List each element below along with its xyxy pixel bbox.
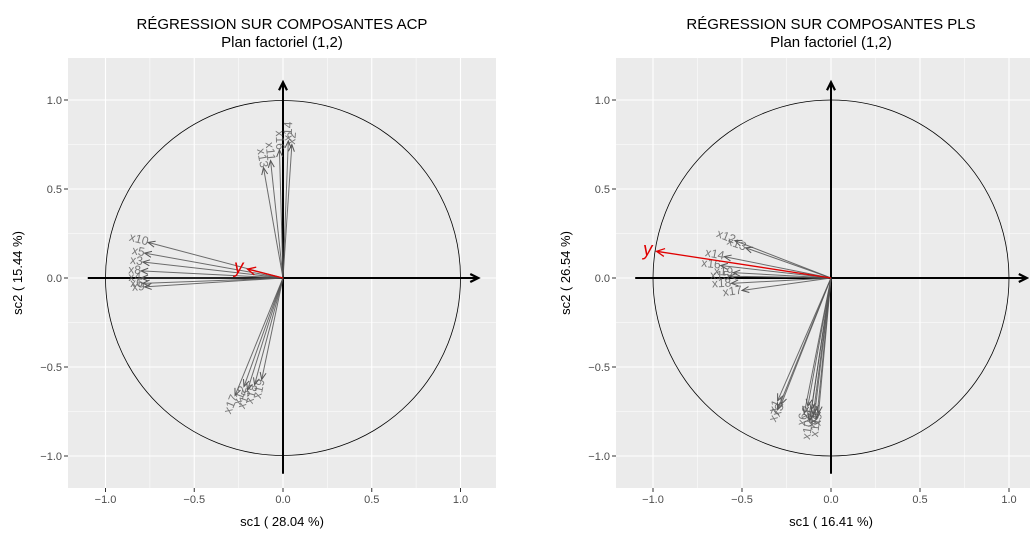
vector-x6 [141,277,284,287]
y-tick-label: −1.0 [588,451,610,463]
vector-x6 [802,277,832,415]
vector-x2 [282,143,295,279]
vector-x17 [234,277,284,397]
vector-label-x6: x6 [130,276,144,290]
vector-label-x13: x13 [725,234,748,254]
vector-label-x3: x3 [129,253,144,268]
x-tick-label: 0.5 [364,494,379,506]
chart-title: RÉGRESSION SUR COMPOSANTES ACP [137,16,428,33]
vector-label-x14: x14 [704,245,726,263]
vector-label-x10: x10 [799,419,816,441]
vector-label-x19: x19 [250,378,268,400]
vector-x19 [259,277,284,381]
x-tick-label: 0.0 [275,494,290,506]
vector-label-x5: x5 [131,243,146,259]
plot-panel [616,58,1030,488]
vector-label-x16: x16 [273,130,288,150]
vector-x3 [141,259,284,279]
vector-x1 [777,277,832,402]
vector-x5 [143,250,284,279]
chart-subtitle: Plan factoriel (1,2) [221,34,343,51]
y-tick-label: 1.0 [595,95,610,107]
response-vector: y [232,257,284,279]
vector-label-x4: x4 [128,270,141,284]
y-tick-label: 1.0 [47,95,62,107]
pca-chart: RÉGRESSION SUR COMPOSANTES ACP Plan fact… [10,16,496,529]
vector-label-x13: x13 [254,147,271,169]
vector-label-x2: x2 [284,131,299,145]
vector-x8 [139,267,284,279]
vector-x19 [731,269,832,279]
y-tick-label: −1.0 [40,451,62,463]
chart-title: RÉGRESSION SUR COMPOSANTES PLS [686,16,975,33]
response-arrow [655,247,832,279]
vector-label-x10: x10 [128,230,151,249]
response-label: y [641,239,654,260]
vector-x13 [744,246,832,279]
pls-chart: RÉGRESSION SUR COMPOSANTES PLS Plan fact… [558,16,1030,529]
y-tick-label: 0.5 [47,184,62,196]
x-tick-labels: −1.0 −0.5 0.0 0.5 1.0 [642,488,1017,506]
vector-x18 [730,277,832,287]
response-vector: y [641,239,832,279]
vector-label-x17: x17 [221,392,241,416]
vector-label-x14: x14 [281,121,296,141]
vector-x16 [719,262,832,279]
vector-x10 [807,277,832,422]
x-tick-label: 1.0 [453,494,468,506]
vector-label-x12: x12 [230,384,250,407]
chart-subtitle: Plan factoriel (1,2) [770,34,892,51]
vector-label-x15: x15 [234,387,253,410]
vector-x11 [267,159,284,279]
vector-x11 [814,277,832,420]
vector-x15 [246,277,284,392]
x-tick-label: 0.0 [823,494,838,506]
vector-label-x12: x12 [715,226,738,246]
vector-label-x18: x18 [712,276,732,291]
vector-label-x18: x18 [242,382,261,405]
y-tick-labels: −1.0 −0.5 0.0 0.5 1.0 [588,95,616,463]
y-tick-label: 0.0 [47,273,62,285]
y-axis-label: sc2 ( 15.44 %) [10,231,25,315]
vector-label-x7: x7 [766,406,784,423]
y-tick-label: 0.5 [595,184,610,196]
y-axis-label: sc2 ( 26.54 %) [558,231,573,315]
y-tick-label: 0.0 [595,273,610,285]
x-tick-label: −1.0 [642,494,664,506]
vector-x9 [143,277,284,290]
x-tick-label: −0.5 [731,494,753,506]
vector-label-x15: x15 [710,268,730,282]
vector-x7 [776,277,832,411]
vector-label-x8: x8 [128,262,142,277]
y-tick-labels: −1.0 −0.5 0.0 0.5 1.0 [40,95,68,463]
vector-label-x17: x17 [722,283,743,300]
vector-x14 [282,139,292,279]
vector-label-x9: x9 [131,279,145,294]
x-tick-labels: −1.0 −0.5 0.0 0.5 1.0 [95,488,468,506]
vector-label-x16: x16 [701,256,722,272]
vector-label-x6: x6 [794,411,810,426]
vector-label-x11: x11 [807,418,823,438]
vector-x17 [740,277,832,293]
x-tick-label: 0.5 [912,494,927,506]
vector-x15 [728,272,832,280]
vector-x18 [253,277,284,387]
x-axis-label: sc1 ( 28.04 %) [240,514,324,529]
y-tick-label: −0.5 [588,362,610,374]
x-tick-label: −0.5 [183,494,205,506]
vector-x13 [261,166,284,279]
x-tick-label: −1.0 [95,494,117,506]
x-axis-label: sc1 ( 16.41 %) [789,514,873,529]
response-label: y [232,257,245,278]
x-tick-label: 1.0 [1001,494,1016,506]
response-arrow [246,266,284,279]
vector-x12 [242,277,284,388]
vector-x16 [276,148,284,279]
vector-x14 [722,254,832,279]
y-tick-label: −0.5 [40,362,62,374]
vector-label-x11: x11 [263,141,279,161]
